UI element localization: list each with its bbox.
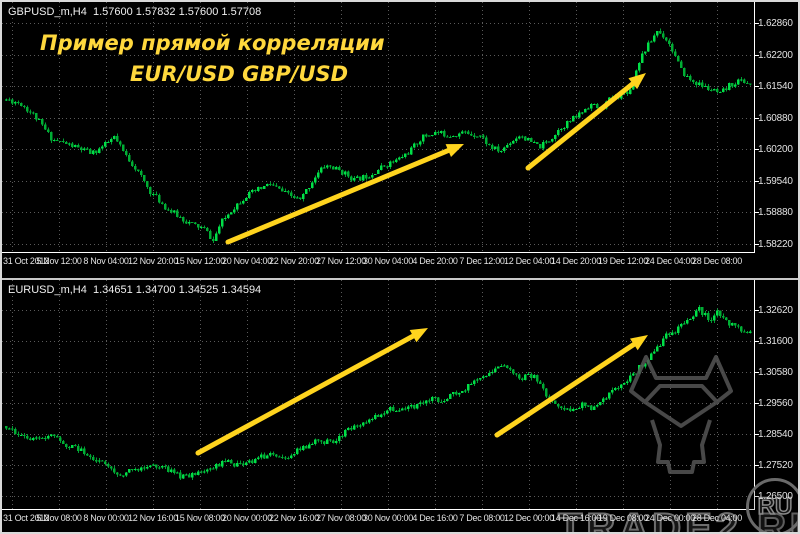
eurusd-chart-title: EURUSD_m,H4 1.34651 1.34700 1.34525 1.34… bbox=[8, 284, 262, 296]
grid bbox=[2, 280, 754, 509]
time-tick-label: 20 Nov 04:00 bbox=[222, 256, 272, 266]
price-tick-label: 1.61540 bbox=[758, 81, 793, 93]
time-tick-label: 19 Dec 12:00 bbox=[598, 256, 648, 266]
time-tick-label: 15 Nov 12:00 bbox=[175, 256, 225, 266]
time-tick-label: 24 Dec 00:00 bbox=[645, 513, 695, 523]
time-tick-label: 24 Dec 04:00 bbox=[645, 256, 695, 266]
time-tick-label: 15 Nov 08:00 bbox=[175, 513, 225, 523]
time-tick-label: 14 Dec 20:00 bbox=[551, 256, 601, 266]
time-tick-label: 19 Dec 08:00 bbox=[598, 513, 648, 523]
time-tick-label: 4 Dec 16:00 bbox=[412, 513, 458, 523]
gbpusd-chart-title: GBPUSD_m,H4 1.57600 1.57832 1.57600 1.57… bbox=[8, 6, 262, 18]
time-tick-label: 8 Nov 04:00 bbox=[83, 256, 129, 266]
time-tick-label: 12 Nov 16:00 bbox=[128, 513, 178, 523]
price-tick-label: 1.59540 bbox=[758, 175, 793, 187]
time-tick-label: 12 Dec 00:00 bbox=[504, 513, 554, 523]
gbpusd-chart-panel: GBPUSD_m,H4 1.57600 1.57832 1.57600 1.57… bbox=[2, 2, 798, 272]
plot-frame bbox=[2, 2, 759, 253]
time-tick-label: 7 Dec 08:00 bbox=[459, 513, 505, 523]
price-tick-label: 1.62200 bbox=[758, 49, 793, 61]
eurusd-candlestick-plot bbox=[2, 280, 759, 510]
price-tick-label: 1.28540 bbox=[758, 429, 793, 440]
time-tick-label: 30 Nov 04:00 bbox=[363, 256, 413, 266]
price-tick-label: 1.30580 bbox=[758, 367, 793, 378]
time-tick-label: 28 Dec 08:00 bbox=[692, 256, 742, 266]
annotation-line-2: EUR/USD GBP/USD bbox=[130, 62, 349, 86]
time-tick-label: 12 Nov 20:00 bbox=[128, 256, 178, 266]
plot-frame bbox=[2, 280, 759, 510]
time-tick-label: 5 Nov 12:00 bbox=[36, 256, 82, 266]
price-tick-label: 1.31600 bbox=[758, 336, 793, 347]
time-tick-label: 14 Dec 16:00 bbox=[551, 513, 601, 523]
price-tick-label: 1.27520 bbox=[758, 460, 793, 471]
time-tick-label: 7 Dec 12:00 bbox=[459, 256, 505, 266]
time-tick-label: 5 Nov 08:00 bbox=[36, 513, 82, 523]
price-tick-label: 1.58880 bbox=[758, 207, 793, 219]
trend-arrow bbox=[525, 73, 646, 171]
time-tick-label: 8 Nov 00:00 bbox=[83, 513, 129, 523]
time-tick-label: 22 Nov 16:00 bbox=[269, 513, 319, 523]
eurusd-chart-panel: EURUSD_m,H4 1.34651 1.34700 1.34525 1.34… bbox=[2, 278, 798, 532]
candlestick-series bbox=[5, 28, 752, 243]
price-tick-label: 1.26500 bbox=[758, 491, 793, 502]
time-tick-label: 4 Dec 20:00 bbox=[412, 256, 458, 266]
candlestick-series bbox=[5, 304, 752, 481]
price-tick-label: 1.29560 bbox=[758, 398, 793, 409]
ru-badge-watermark: RU bbox=[746, 478, 798, 532]
time-tick-label: 20 Nov 00:00 bbox=[222, 513, 272, 523]
time-tick-label: 27 Nov 12:00 bbox=[316, 256, 366, 266]
time-tick-label: 31 Oct 2012 bbox=[3, 513, 49, 523]
price-tick-label: 1.60200 bbox=[758, 144, 793, 156]
trend-arrow bbox=[195, 328, 428, 456]
price-tick-label: 1.62860 bbox=[758, 18, 793, 29]
trend-arrow bbox=[225, 144, 464, 245]
time-tick-label: 27 Nov 08:00 bbox=[316, 513, 366, 523]
time-tick-label: 22 Nov 20:00 bbox=[269, 256, 319, 266]
annotation-line-1: Пример прямой корреляции bbox=[40, 31, 385, 55]
trend-arrow bbox=[494, 335, 648, 438]
time-tick-label: 31 Oct 2012 bbox=[3, 256, 49, 266]
time-tick-label: 30 Nov 00:00 bbox=[363, 513, 413, 523]
price-tick-label: 1.58220 bbox=[758, 239, 793, 250]
price-tick-label: 1.32620 bbox=[758, 305, 793, 316]
time-tick-label: 12 Dec 04:00 bbox=[504, 256, 554, 266]
bull-logo-watermark bbox=[629, 355, 733, 474]
gbpusd-candlestick-plot bbox=[2, 2, 759, 253]
price-tick-label: 1.60880 bbox=[758, 112, 793, 124]
time-tick-label: 28 Dec 04:00 bbox=[692, 513, 742, 523]
